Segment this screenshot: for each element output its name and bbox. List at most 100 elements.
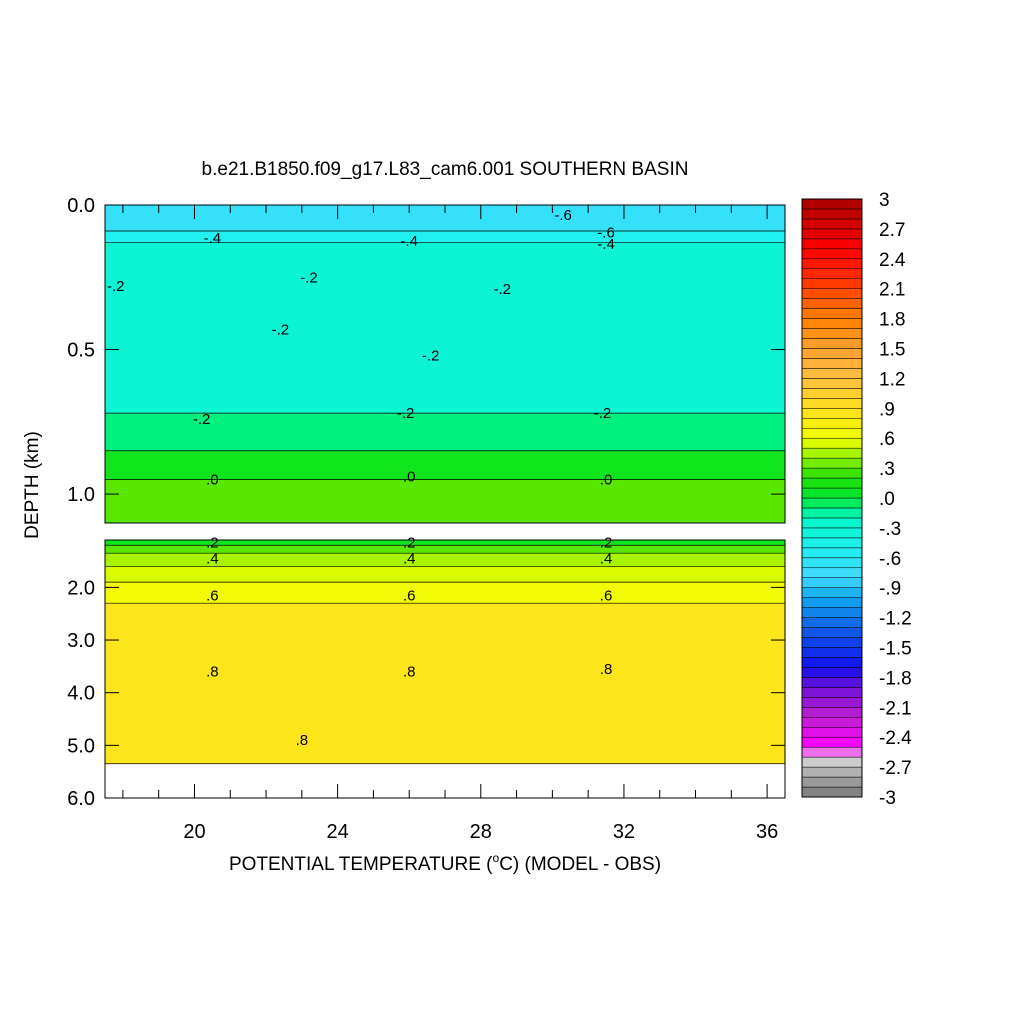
upper-panel-y-tick-label: 1.0 <box>67 484 95 506</box>
colorbar-box <box>801 726 863 738</box>
upper-panel-contour-label: -.2 <box>300 269 318 286</box>
colorbar-box <box>801 677 863 688</box>
upper-panel-contour-label: -.6 <box>597 224 615 241</box>
colorbar-box <box>801 597 863 608</box>
x-tick-label: 24 <box>327 821 349 843</box>
upper-panel-contour-label: .0 <box>600 472 613 489</box>
colorbar-box <box>801 687 863 698</box>
colorbar-box <box>801 467 863 479</box>
colorbar-box <box>801 627 863 638</box>
colorbar-label: .3 <box>879 459 895 480</box>
lower-panel-contour-label: .2 <box>600 535 613 552</box>
colorbar-box <box>801 717 863 728</box>
upper-panel-contour-label: -.6 <box>554 207 572 224</box>
colorbar-frame <box>801 198 863 798</box>
colorbar-label: .9 <box>879 399 895 420</box>
colorbar-label: -2.7 <box>879 758 912 779</box>
colorbar-box <box>801 198 863 210</box>
x-axis-label: POTENTIAL TEMPERATURE (oC) (MODEL - OBS) <box>229 851 661 875</box>
colorbar-box <box>801 208 863 220</box>
colorbar-box <box>801 607 863 618</box>
upper-panel-layer <box>105 413 785 451</box>
colorbar-box <box>801 358 863 369</box>
upper-panel-contour-label: -.2 <box>422 347 440 364</box>
colorbar-label: -2.1 <box>879 698 912 719</box>
colorbar-box <box>801 557 863 569</box>
y-axis-label: DEPTH (km) <box>22 431 43 539</box>
colorbar-label: 1.2 <box>879 369 905 390</box>
colorbar-box <box>801 437 863 449</box>
colorbar-label: -.6 <box>879 549 901 570</box>
colorbar-box <box>801 567 863 578</box>
lower-panel-layer <box>105 603 785 764</box>
lower-panel-contour-label: .8 <box>296 732 309 749</box>
colorbar-label: .0 <box>879 489 895 510</box>
lower-panel-y-tick-label: 5.0 <box>67 735 95 757</box>
colorbar-label: 2.1 <box>879 280 905 301</box>
x-tick-label: 28 <box>470 821 492 843</box>
colorbar-box <box>801 667 863 678</box>
x-axis-label-suffix: C) (MODEL - OBS) <box>499 854 661 875</box>
colorbar-box <box>801 308 863 319</box>
colorbar-box <box>801 338 863 349</box>
colorbar-box <box>801 408 863 419</box>
x-tick-label: 32 <box>613 821 635 843</box>
colorbar-box <box>801 418 863 429</box>
lower-panel-y-tick-label: 6.0 <box>67 788 95 810</box>
colorbar-box <box>801 527 863 539</box>
colorbar-box <box>801 697 863 708</box>
upper-panel-layer <box>105 479 785 523</box>
lower-panel-contour-label: .6 <box>403 587 416 604</box>
colorbar-box <box>801 228 863 240</box>
colorbar-box <box>801 766 863 778</box>
colorbar-box <box>801 368 863 379</box>
chart-title: b.e21.B1850.f09_g17.L83_cam6.001 SOUTHER… <box>202 159 689 180</box>
colorbar-box <box>801 756 863 768</box>
upper-panel-contour-label: -.2 <box>272 321 290 338</box>
x-tick-label: 36 <box>756 821 778 843</box>
upper-panel-y-tick-label: 0.5 <box>67 340 95 362</box>
x-axis-label-prefix: POTENTIAL TEMPERATURE ( <box>229 854 493 875</box>
colorbar-label: -1.8 <box>879 668 912 689</box>
colorbar-box <box>801 547 863 559</box>
lower-panel-contour-label: .8 <box>600 661 613 678</box>
lower-panel-contour-label: .6 <box>206 587 219 604</box>
colorbar-box <box>801 577 863 588</box>
colorbar-box <box>801 318 863 329</box>
colorbar-box <box>801 776 863 788</box>
colorbar-box <box>801 497 863 509</box>
colorbar-box <box>801 447 863 459</box>
lower-panel-contour-label: .2 <box>206 535 219 552</box>
colorbar-box <box>801 378 863 389</box>
lower-panel: .2.2.2.4.4.4.6.6.6.8.8.8.82.03.04.05.06.… <box>67 535 786 810</box>
lower-panel-contour-label: .2 <box>403 535 416 552</box>
upper-panel-contour-label: -.2 <box>193 411 211 428</box>
colorbar-box <box>801 348 863 359</box>
colorbar-box <box>801 736 863 748</box>
lower-panel-layer <box>105 582 785 604</box>
colorbar-box <box>801 637 863 648</box>
upper-panel-layer <box>105 231 785 243</box>
colorbar-box <box>801 278 863 289</box>
lower-panel-contour-label: .8 <box>403 664 416 681</box>
upper-panel-layer <box>105 450 785 480</box>
colorbar-box <box>801 218 863 230</box>
lower-panel-y-tick-label: 2.0 <box>67 577 95 599</box>
lower-panel-layer <box>105 566 785 583</box>
colorbar-box <box>801 328 863 339</box>
colorbar-box <box>801 238 863 250</box>
upper-panel-contour-label: .0 <box>206 472 219 489</box>
colorbar-box <box>801 537 863 549</box>
colorbar-box <box>801 248 863 260</box>
colorbar-box <box>801 298 863 309</box>
colorbar-box <box>801 477 863 489</box>
lower-panel-layer <box>105 545 785 554</box>
colorbar-box <box>801 258 863 270</box>
colorbar-box <box>801 388 863 399</box>
lower-panel-y-tick-label: 3.0 <box>67 630 95 652</box>
upper-panel-contour-label: -.4 <box>597 236 615 253</box>
colorbar-label: -3 <box>879 788 896 809</box>
upper-panel-contour-label: -.2 <box>494 281 512 298</box>
upper-panel-contour-label: .0 <box>403 469 416 486</box>
lower-panel-layer <box>105 553 785 567</box>
